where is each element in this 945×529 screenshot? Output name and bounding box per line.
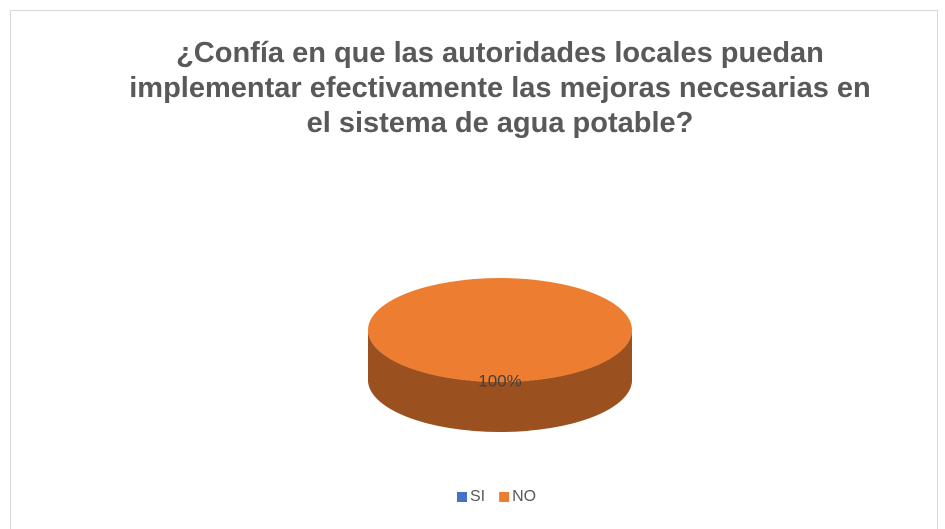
slice-side-shade: [368, 330, 632, 432]
chart-title: ¿Confía en que las autoridades locales p…: [129, 37, 871, 139]
legend-swatch: [499, 492, 510, 502]
slice: [368, 278, 632, 382]
legend-swatch: [457, 492, 467, 502]
slice-side: [368, 330, 632, 432]
legend-label: NO: [512, 488, 536, 505]
legend-label: SI: [470, 488, 485, 505]
chart-frame: [10, 10, 938, 529]
data-label: 100%: [478, 371, 521, 390]
